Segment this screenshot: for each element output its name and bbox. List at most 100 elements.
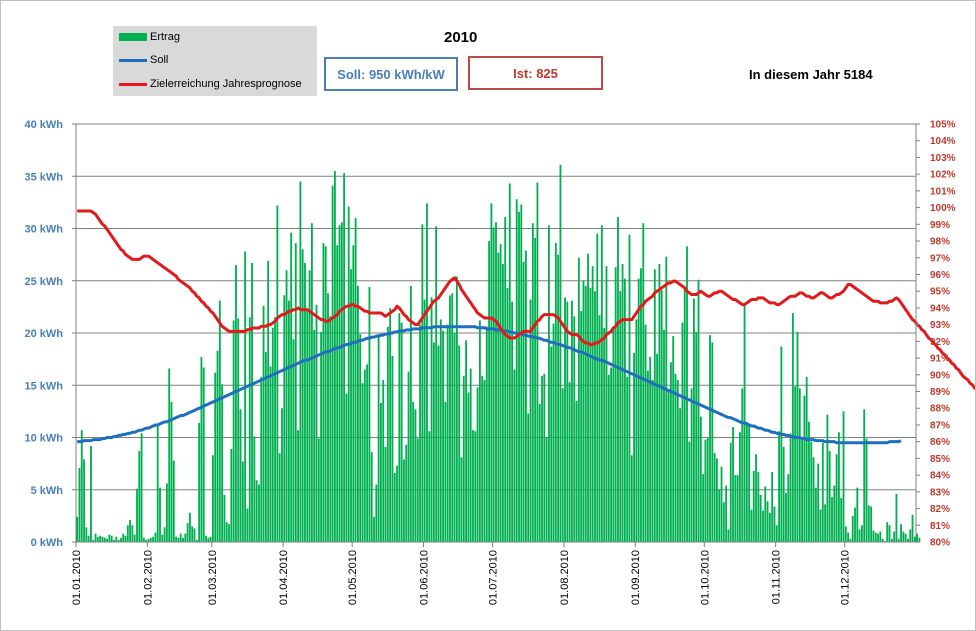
ertrag-bar [612, 328, 615, 542]
ertrag-bar [785, 492, 787, 542]
ertrag-bar [501, 264, 504, 542]
ertrag-bar [458, 345, 461, 542]
y-right-tick-label: 97% [930, 253, 950, 264]
ertrag-bar [918, 537, 921, 542]
ertrag-bar [741, 388, 744, 542]
ertrag-bar [101, 536, 104, 542]
ertrag-bar [651, 380, 654, 542]
ertrag-bar [704, 439, 707, 542]
ertrag-bar [775, 525, 778, 542]
ertrag-bar [435, 226, 438, 542]
ertrag-bar [258, 484, 260, 542]
ertrag-bar [251, 262, 253, 542]
ertrag-bar [460, 457, 463, 542]
ertrag-bar [771, 471, 774, 542]
legend-item-soll: Soll [119, 53, 168, 67]
ertrag-bar [474, 431, 477, 542]
y-right-tick-label: 87% [930, 420, 950, 431]
ertrag-bar [149, 537, 152, 542]
ertrag-bar [805, 376, 808, 542]
ertrag-bar [172, 460, 175, 542]
ertrag-bar [596, 233, 599, 542]
ertrag-bar [317, 438, 320, 542]
ertrag-bar [304, 262, 306, 542]
ertrag-bar [92, 539, 95, 542]
ertrag-bar [826, 414, 829, 542]
ertrag-bar [762, 510, 764, 542]
ertrag-bar [389, 307, 392, 542]
ertrag-bar [679, 408, 682, 542]
ertrag-bar [327, 293, 329, 542]
y-left-tick-label: 20 kWh [24, 328, 63, 340]
ertrag-bar [476, 387, 479, 542]
y-right-tick-label: 88% [930, 404, 950, 415]
ertrag-bar [844, 526, 847, 542]
ertrag-bar [801, 438, 803, 542]
ertrag-bar [674, 373, 677, 542]
ertrag-bar [156, 424, 159, 542]
ertrag-bar [831, 497, 833, 542]
ertrag-bar [861, 525, 863, 542]
ertrag-bar [911, 514, 914, 542]
ertrag-bar [582, 280, 585, 542]
ertrag-bar [193, 528, 196, 542]
ertrag-bar [633, 352, 635, 542]
ertrag-bar [483, 380, 486, 542]
ertrag-bar [398, 313, 401, 542]
ertrag-bar [621, 264, 624, 542]
ertrag-bar [725, 485, 728, 542]
legend-label-soll: Soll [150, 54, 169, 66]
ertrag-bar [451, 293, 454, 542]
ertrag-bar [294, 243, 297, 542]
ertrag-bar [142, 537, 145, 542]
ertrag-bar [727, 529, 730, 542]
ertrag-bar [223, 494, 226, 542]
ertrag-bar [264, 351, 267, 542]
ertrag-bar [154, 532, 157, 542]
ertrag-bar [559, 164, 562, 542]
ertrag-bar [363, 369, 366, 542]
ertrag-bar [619, 291, 622, 542]
ertrag-bar [80, 430, 83, 542]
ertrag-bar [230, 449, 233, 542]
ertrag-bar [842, 411, 845, 543]
y-right-tick-label: 102% [930, 170, 956, 181]
ertrag-bar [138, 451, 141, 542]
ertrag-bar [255, 480, 258, 542]
ertrag-bar [133, 534, 136, 542]
ertrag-bar [419, 324, 421, 542]
year-total-text: In diesem Jahr 5184 [749, 67, 873, 82]
ertrag-bar [163, 527, 166, 542]
ertrag-bar [207, 537, 210, 542]
ertrag-bar [847, 532, 850, 542]
ertrag-bar [322, 243, 325, 542]
ertrag-bar [782, 446, 785, 542]
ertrag-bar [357, 285, 359, 542]
ertrag-bar [589, 288, 592, 542]
y-right-tick-label: 99% [930, 220, 950, 231]
ertrag-bar [658, 264, 661, 542]
tick-labels: 0 kWh 5 kWh 10 kWh 15 kWh 20 kWh 25 kWh 30 kWh… [24, 119, 955, 605]
ertrag-bar [745, 421, 748, 542]
ertrag-bar [575, 400, 578, 542]
x-tick-label: 01.04.2010 [278, 550, 290, 605]
ertrag-bar [531, 223, 534, 542]
ertrag-bar [359, 334, 362, 542]
ertrag-bar [462, 375, 465, 542]
ertrag-bar [706, 437, 709, 542]
y-right-tick-label: 92% [930, 337, 950, 348]
ertrag-bar [858, 529, 861, 542]
ertrag-bar [568, 382, 571, 542]
ertrag-bars [76, 164, 921, 543]
x-tick-label: 01.05.2010 [347, 550, 359, 605]
ertrag-bar [324, 246, 327, 542]
ertrag-bar [161, 534, 164, 542]
ertrag-bar [126, 525, 129, 542]
ertrag-bar [752, 470, 755, 542]
ertrag-bar [297, 430, 299, 542]
ertrag-bar [260, 376, 263, 542]
ertrag-bar [338, 225, 341, 543]
ertrag-bar [287, 300, 290, 542]
ertrag-bar [640, 268, 642, 542]
